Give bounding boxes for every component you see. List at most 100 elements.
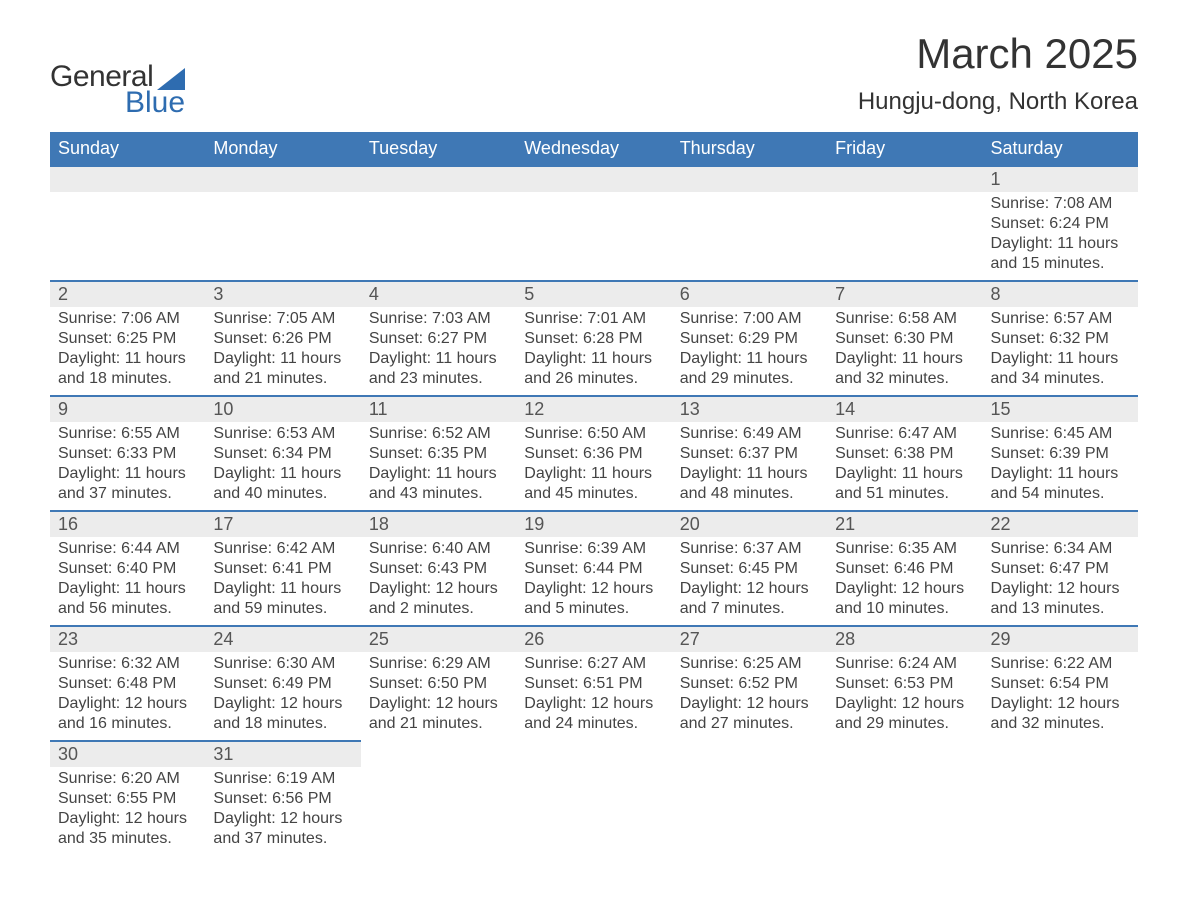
day-number: 31 [205, 741, 360, 767]
day-detail: Sunrise: 6:32 AMSunset: 6:48 PMDaylight:… [50, 652, 205, 741]
sunrise-line: Sunrise: 6:49 AM [680, 424, 819, 444]
sunset-line: Sunset: 6:34 PM [213, 444, 352, 464]
sunrise-line: Sunrise: 6:52 AM [369, 424, 508, 444]
daylight-line: Daylight: 12 hours and 37 minutes. [213, 809, 352, 849]
sunset-line: Sunset: 6:35 PM [369, 444, 508, 464]
empty-cell [827, 166, 982, 192]
day-detail: Sunrise: 6:29 AMSunset: 6:50 PMDaylight:… [361, 652, 516, 741]
empty-cell [983, 767, 1138, 855]
day-number: 19 [516, 511, 671, 537]
empty-cell [361, 741, 516, 767]
daylight-line: Daylight: 12 hours and 18 minutes. [213, 694, 352, 734]
sunset-line: Sunset: 6:48 PM [58, 674, 197, 694]
sunrise-line: Sunrise: 6:35 AM [835, 539, 974, 559]
sunset-line: Sunset: 6:49 PM [213, 674, 352, 694]
day-number: 11 [361, 396, 516, 422]
empty-cell [205, 192, 360, 281]
day-detail: Sunrise: 6:22 AMSunset: 6:54 PMDaylight:… [983, 652, 1138, 741]
logo-text-blue: Blue [125, 86, 185, 120]
day-detail: Sunrise: 7:06 AMSunset: 6:25 PMDaylight:… [50, 307, 205, 396]
day-detail: Sunrise: 6:57 AMSunset: 6:32 PMDaylight:… [983, 307, 1138, 396]
day-number: 12 [516, 396, 671, 422]
daylight-line: Daylight: 11 hours and 26 minutes. [524, 349, 663, 389]
day-number: 14 [827, 396, 982, 422]
sunset-line: Sunset: 6:38 PM [835, 444, 974, 464]
empty-cell [361, 767, 516, 855]
sunrise-line: Sunrise: 6:25 AM [680, 654, 819, 674]
sunrise-line: Sunrise: 6:37 AM [680, 539, 819, 559]
day-detail: Sunrise: 7:00 AMSunset: 6:29 PMDaylight:… [672, 307, 827, 396]
daylight-line: Daylight: 11 hours and 54 minutes. [991, 464, 1130, 504]
daylight-line: Daylight: 11 hours and 23 minutes. [369, 349, 508, 389]
sunrise-line: Sunrise: 6:20 AM [58, 769, 197, 789]
day-number: 30 [50, 741, 205, 767]
day-detail: Sunrise: 6:39 AMSunset: 6:44 PMDaylight:… [516, 537, 671, 626]
empty-cell [827, 741, 982, 767]
title-block: March 2025 Hungju-dong, North Korea [858, 30, 1138, 116]
daylight-line: Daylight: 12 hours and 2 minutes. [369, 579, 508, 619]
day-detail: Sunrise: 6:52 AMSunset: 6:35 PMDaylight:… [361, 422, 516, 511]
sunrise-line: Sunrise: 7:06 AM [58, 309, 197, 329]
day-header: Thursday [672, 132, 827, 166]
day-detail: Sunrise: 6:44 AMSunset: 6:40 PMDaylight:… [50, 537, 205, 626]
day-detail: Sunrise: 6:20 AMSunset: 6:55 PMDaylight:… [50, 767, 205, 855]
day-number: 13 [672, 396, 827, 422]
sunset-line: Sunset: 6:45 PM [680, 559, 819, 579]
day-detail: Sunrise: 6:47 AMSunset: 6:38 PMDaylight:… [827, 422, 982, 511]
day-number: 18 [361, 511, 516, 537]
empty-cell [516, 192, 671, 281]
daylight-line: Daylight: 11 hours and 32 minutes. [835, 349, 974, 389]
sunrise-line: Sunrise: 6:30 AM [213, 654, 352, 674]
sunrise-line: Sunrise: 6:22 AM [991, 654, 1130, 674]
daylight-line: Daylight: 12 hours and 32 minutes. [991, 694, 1130, 734]
empty-cell [516, 166, 671, 192]
sunrise-line: Sunrise: 6:40 AM [369, 539, 508, 559]
sunrise-line: Sunrise: 6:50 AM [524, 424, 663, 444]
empty-cell [827, 192, 982, 281]
day-number: 3 [205, 281, 360, 307]
sunrise-line: Sunrise: 6:19 AM [213, 769, 352, 789]
day-number: 26 [516, 626, 671, 652]
daylight-line: Daylight: 11 hours and 45 minutes. [524, 464, 663, 504]
day-number: 7 [827, 281, 982, 307]
day-number: 8 [983, 281, 1138, 307]
empty-cell [516, 741, 671, 767]
daylight-line: Daylight: 12 hours and 5 minutes. [524, 579, 663, 619]
empty-cell [672, 741, 827, 767]
daylight-line: Daylight: 11 hours and 21 minutes. [213, 349, 352, 389]
sunrise-line: Sunrise: 6:55 AM [58, 424, 197, 444]
day-header: Wednesday [516, 132, 671, 166]
day-detail: Sunrise: 6:27 AMSunset: 6:51 PMDaylight:… [516, 652, 671, 741]
sunset-line: Sunset: 6:24 PM [991, 214, 1130, 234]
sunrise-line: Sunrise: 6:44 AM [58, 539, 197, 559]
sunrise-line: Sunrise: 6:39 AM [524, 539, 663, 559]
daylight-line: Daylight: 12 hours and 21 minutes. [369, 694, 508, 734]
header: General Blue March 2025 Hungju-dong, Nor… [50, 30, 1138, 120]
daylight-line: Daylight: 11 hours and 51 minutes. [835, 464, 974, 504]
empty-cell [983, 741, 1138, 767]
sunset-line: Sunset: 6:52 PM [680, 674, 819, 694]
daylight-line: Daylight: 11 hours and 48 minutes. [680, 464, 819, 504]
day-number: 16 [50, 511, 205, 537]
sunrise-line: Sunrise: 7:08 AM [991, 194, 1130, 214]
day-number: 28 [827, 626, 982, 652]
daylight-line: Daylight: 11 hours and 29 minutes. [680, 349, 819, 389]
daylight-line: Daylight: 11 hours and 37 minutes. [58, 464, 197, 504]
daylight-line: Daylight: 11 hours and 15 minutes. [991, 234, 1130, 274]
day-detail: Sunrise: 6:19 AMSunset: 6:56 PMDaylight:… [205, 767, 360, 855]
day-header: Sunday [50, 132, 205, 166]
empty-cell [205, 166, 360, 192]
daylight-line: Daylight: 12 hours and 7 minutes. [680, 579, 819, 619]
day-number: 5 [516, 281, 671, 307]
day-detail: Sunrise: 6:30 AMSunset: 6:49 PMDaylight:… [205, 652, 360, 741]
sunrise-line: Sunrise: 6:53 AM [213, 424, 352, 444]
sunset-line: Sunset: 6:41 PM [213, 559, 352, 579]
sunset-line: Sunset: 6:28 PM [524, 329, 663, 349]
empty-cell [672, 166, 827, 192]
sunset-line: Sunset: 6:40 PM [58, 559, 197, 579]
sunset-line: Sunset: 6:56 PM [213, 789, 352, 809]
sunrise-line: Sunrise: 6:32 AM [58, 654, 197, 674]
day-number: 21 [827, 511, 982, 537]
day-header: Monday [205, 132, 360, 166]
sunrise-line: Sunrise: 7:05 AM [213, 309, 352, 329]
